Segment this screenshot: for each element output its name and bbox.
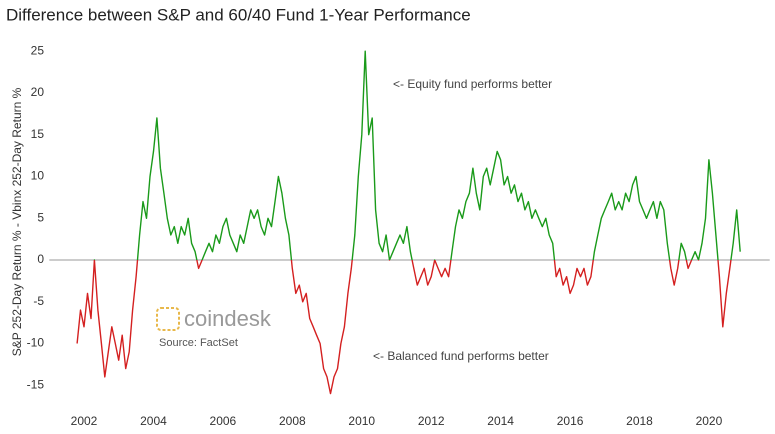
y-tick-label: -5 bbox=[33, 294, 44, 308]
annotation: <- Equity fund performs better bbox=[393, 77, 552, 91]
y-tick-label: -15 bbox=[27, 377, 45, 391]
annotation: <- Balanced fund performs better bbox=[373, 349, 549, 363]
x-tick-label: 2004 bbox=[140, 414, 167, 428]
x-tick-label: 2018 bbox=[626, 414, 653, 428]
data-line bbox=[76, 50, 741, 395]
x-tick-label: 2010 bbox=[348, 414, 375, 428]
chart-title: Difference between S&P and 60/40 Fund 1-… bbox=[6, 5, 471, 24]
x-tick-label: 2006 bbox=[210, 414, 237, 428]
x-tick-label: 2016 bbox=[557, 414, 584, 428]
brand-logo bbox=[156, 307, 180, 331]
y-tick-label: 5 bbox=[37, 210, 44, 224]
y-tick-label: -10 bbox=[27, 336, 45, 350]
x-tick-label: 2012 bbox=[418, 414, 445, 428]
x-tick-label: 2002 bbox=[71, 414, 98, 428]
x-tick-label: 2020 bbox=[696, 414, 723, 428]
y-tick-label: 0 bbox=[37, 252, 44, 266]
source: Source: FactSet bbox=[159, 337, 238, 349]
logo-icon bbox=[156, 307, 180, 331]
y-axis-label: S&P 252-Day Return % - Vbinx 252-Day Ret… bbox=[10, 87, 24, 356]
brand-name: coindesk bbox=[184, 306, 272, 331]
x-tick-label: 2008 bbox=[279, 414, 306, 428]
y-tick-label: 25 bbox=[31, 43, 45, 57]
x-tick-label: 2014 bbox=[487, 414, 514, 428]
y-tick-label: 10 bbox=[31, 169, 45, 183]
y-tick-label: 20 bbox=[31, 85, 45, 99]
y-tick-label: 15 bbox=[31, 127, 45, 141]
